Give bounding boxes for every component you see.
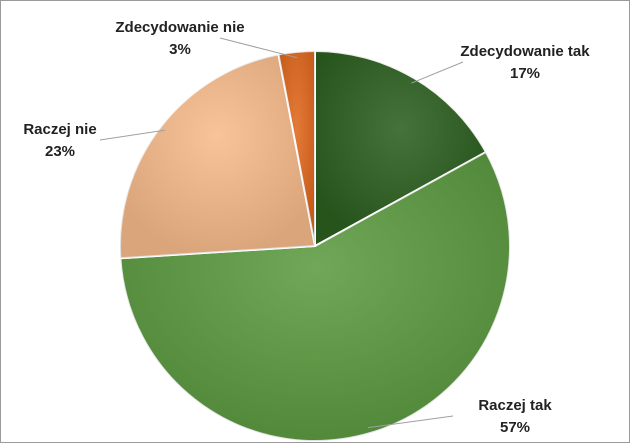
- value-label: 23%: [45, 143, 75, 160]
- slices: [119, 49, 511, 442]
- leader-line: [99, 129, 166, 141]
- labels: Zdecydowanie tak 17% Raczej tak 57% Raczej n…: [23, 19, 590, 436]
- slice-shade: [278, 51, 315, 246]
- category-label: Zdecydowanie nie: [115, 19, 244, 36]
- leader-line: [411, 61, 464, 84]
- category-label: Zdecydowanie tak: [460, 43, 590, 60]
- value-label: 3%: [169, 41, 191, 58]
- category-label: Raczej tak: [478, 397, 552, 414]
- value-label: 17%: [510, 65, 540, 82]
- category-label: Raczej nie: [23, 121, 96, 138]
- leader-line: [367, 415, 454, 429]
- slice-shade: [315, 51, 486, 246]
- leader-line: [219, 37, 298, 59]
- slice-shade: [120, 54, 315, 259]
- value-label: 57%: [500, 419, 530, 436]
- slice-shade: [120, 152, 510, 441]
